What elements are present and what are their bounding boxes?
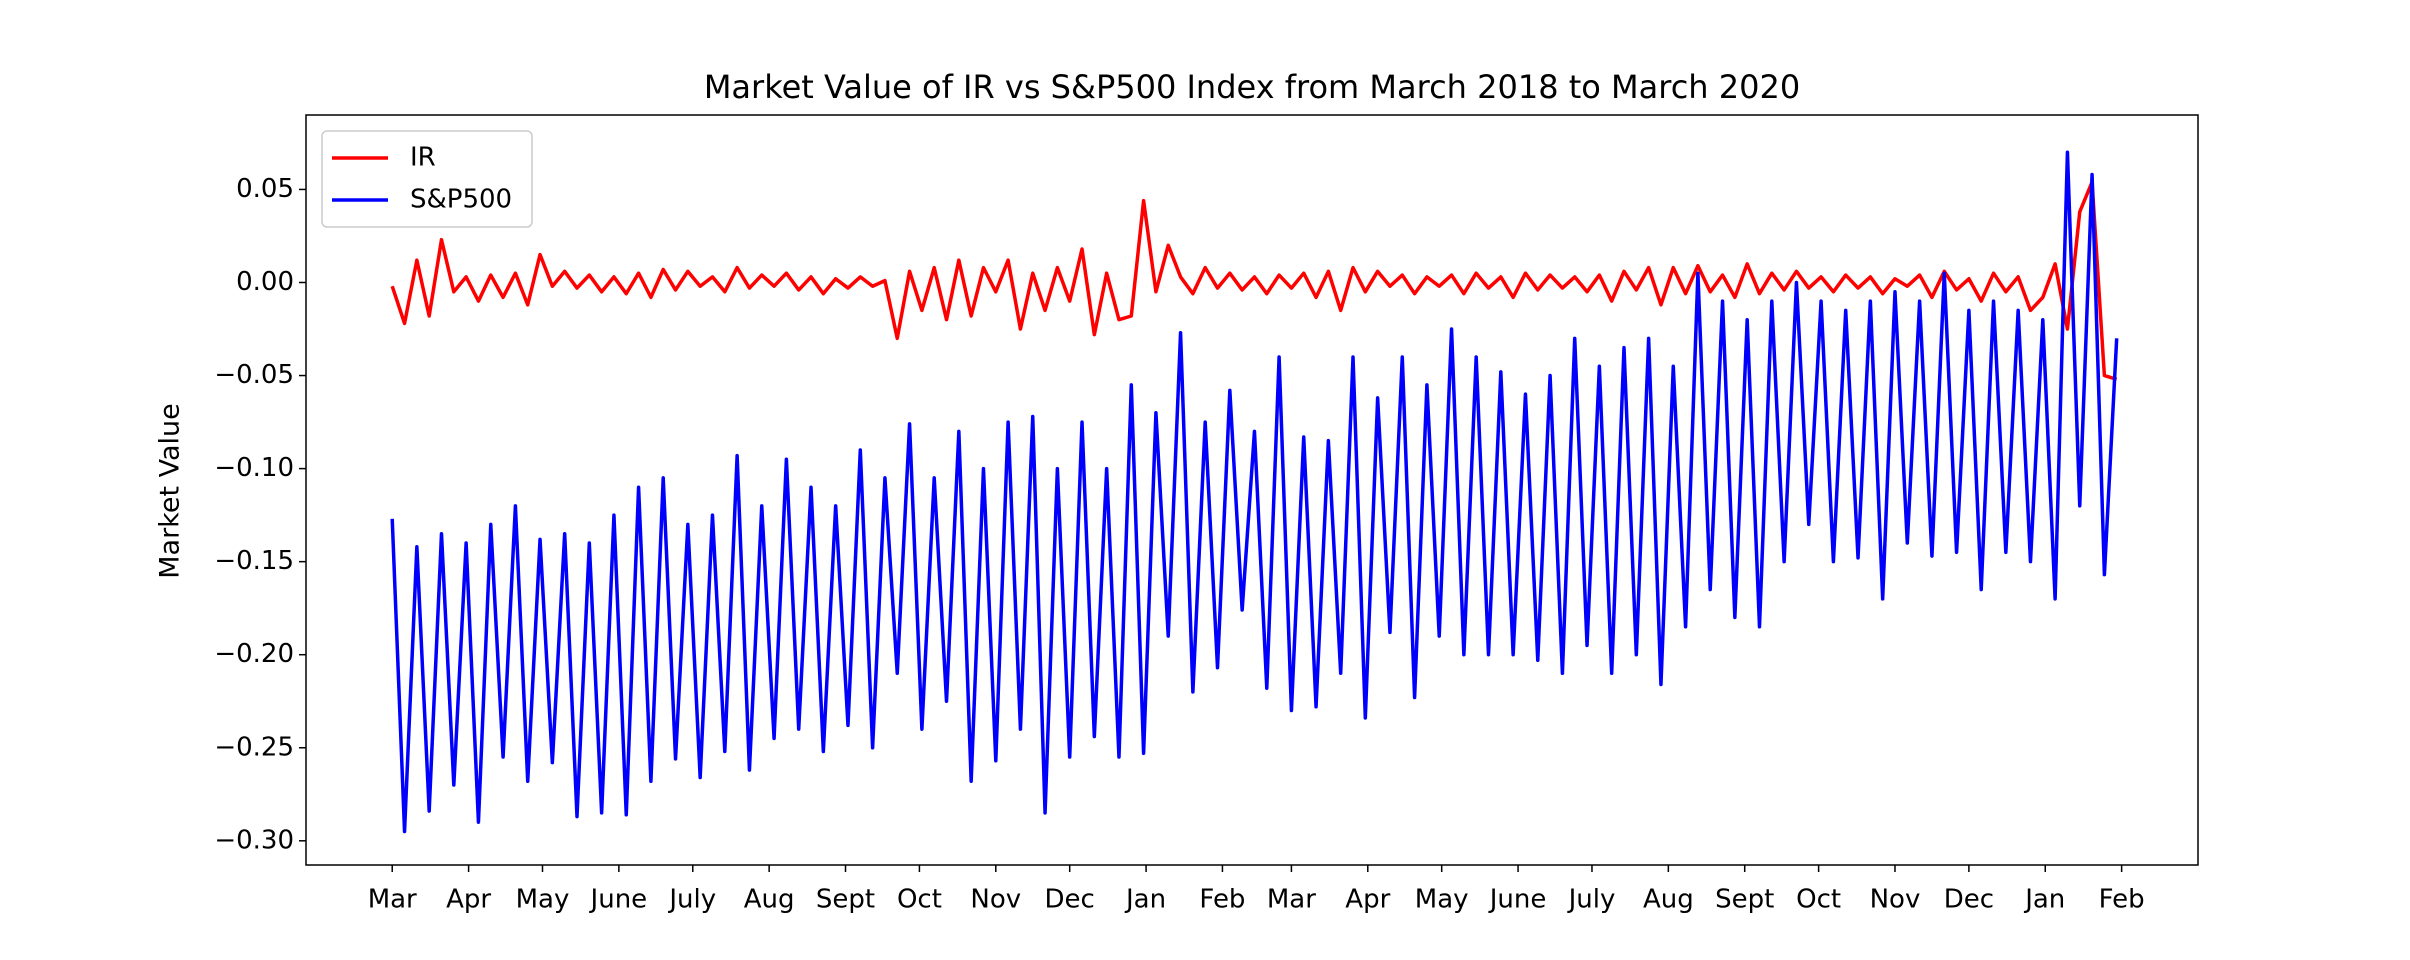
chart-title: Market Value of IR vs S&P500 Index from … [704,68,1800,106]
x-tick-label: Apr [446,885,491,915]
x-tick-label: May [1415,885,1469,915]
x-tick-label: Nov [970,885,1021,915]
y-tick-label: −0.15 [214,546,294,576]
x-tick-label: Mar [1267,885,1316,915]
x-tick-label: Feb [2099,885,2145,915]
x-tick-label: Nov [1870,885,1921,915]
x-tick-label: July [667,885,716,915]
data-line [390,180,2118,381]
x-tick-label: Feb [1199,885,1245,915]
x-tick-label: June [1488,885,1547,915]
y-tick-label: 0.00 [236,267,294,297]
x-tick-label: Sept [1715,885,1774,915]
x-tick-label: Mar [368,885,417,915]
x-tick-label: Dec [1045,885,1095,915]
x-tick-label: July [1567,885,1616,915]
y-tick-label: −0.10 [214,453,294,483]
x-tick-label: Jan [1124,885,1166,915]
x-tick-label: Apr [1345,885,1390,915]
x-tick-label: June [589,885,648,915]
x-tick-label: Aug [744,885,795,915]
y-tick-label: −0.30 [214,825,294,855]
x-tick-label: Sept [816,885,875,915]
x-tick-label: Jan [2023,885,2065,915]
y-tick-label: 0.05 [236,174,294,204]
plot-frame [305,114,2199,866]
x-tick-label: May [516,885,570,915]
y-tick-label: −0.05 [214,360,294,390]
x-tick-label: Dec [1944,885,1994,915]
data-line [390,150,2119,834]
legend-label: IR [410,143,436,173]
y-tick-label: −0.25 [214,732,294,762]
x-tick-label: Aug [1643,885,1694,915]
x-tick-label: Oct [897,885,942,915]
legend-label: S&P500 [410,185,512,215]
x-tick-label: Oct [1796,885,1841,915]
legend-box [321,130,533,228]
y-axis-label: Market Value [155,403,186,579]
y-tick-label: −0.20 [214,639,294,669]
